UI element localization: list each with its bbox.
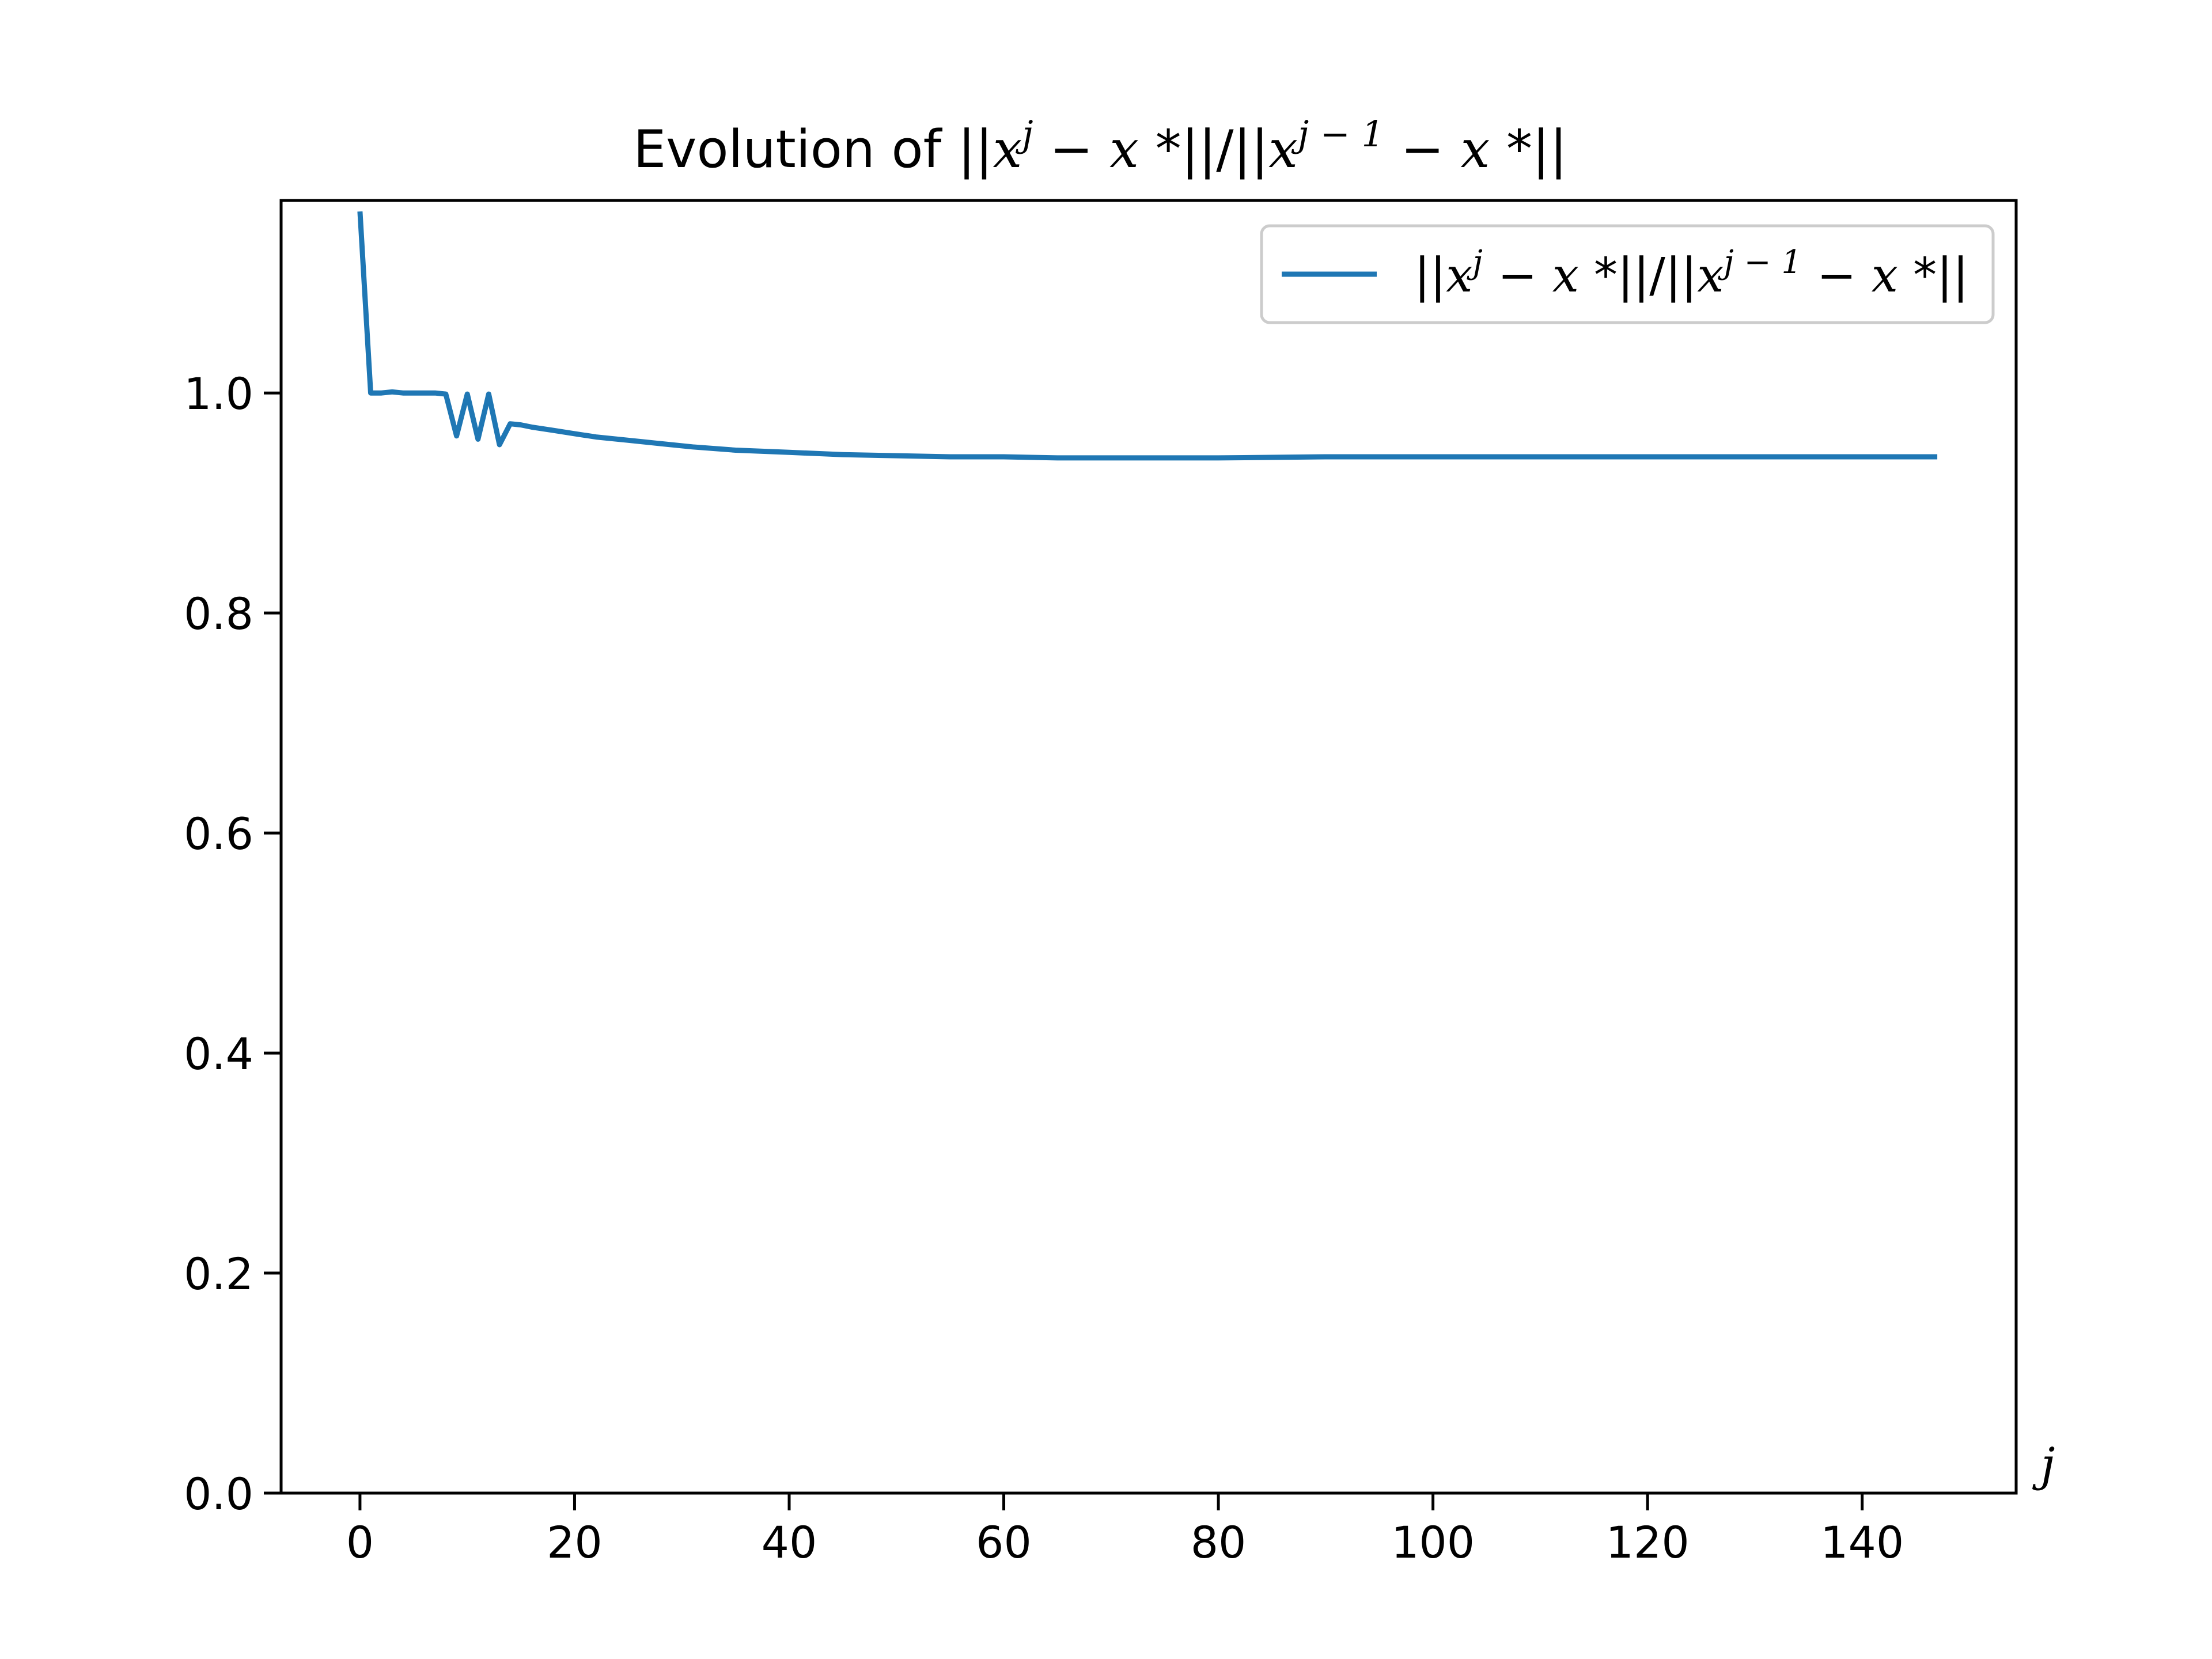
x-tick-label: 100 bbox=[1391, 1517, 1475, 1568]
chart-title: Evolution of ||xj − x *||/||xj − 1 − x *… bbox=[633, 113, 1567, 180]
y-tick-label: 0.8 bbox=[184, 588, 253, 639]
x-tick-label: 60 bbox=[976, 1517, 1032, 1568]
y-tick-label: 1.0 bbox=[184, 368, 253, 419]
x-tick-label: 0 bbox=[346, 1517, 374, 1568]
y-tick-label: 0.2 bbox=[184, 1248, 253, 1300]
axes-frame bbox=[279, 199, 2018, 1495]
y-tick-label: 0.6 bbox=[184, 808, 253, 859]
x-tick-label: 140 bbox=[1820, 1517, 1904, 1568]
x-tick-label: 20 bbox=[547, 1517, 603, 1568]
legend-entry-label: ||xj − x *||/||xj − 1 − x *|| bbox=[1414, 244, 1968, 303]
x-tick-label: 80 bbox=[1191, 1517, 1247, 1568]
legend: ||xj − x *||/||xj − 1 − x *|| bbox=[1260, 224, 1995, 324]
plot-area bbox=[357, 211, 1938, 461]
x-tick-label: 120 bbox=[1606, 1517, 1690, 1568]
legend-frame bbox=[1260, 224, 1995, 324]
x-tick-label: 40 bbox=[762, 1517, 817, 1568]
y-tick-label: 0.0 bbox=[184, 1468, 253, 1520]
y-tick-label: 0.4 bbox=[184, 1028, 253, 1080]
series-line-0 bbox=[357, 211, 1938, 461]
axis-ticks: 0 20 40 60 80 100 120 140 0.0 0.2 0.4 0.6 0.8 1.0 bbox=[184, 368, 1904, 1568]
